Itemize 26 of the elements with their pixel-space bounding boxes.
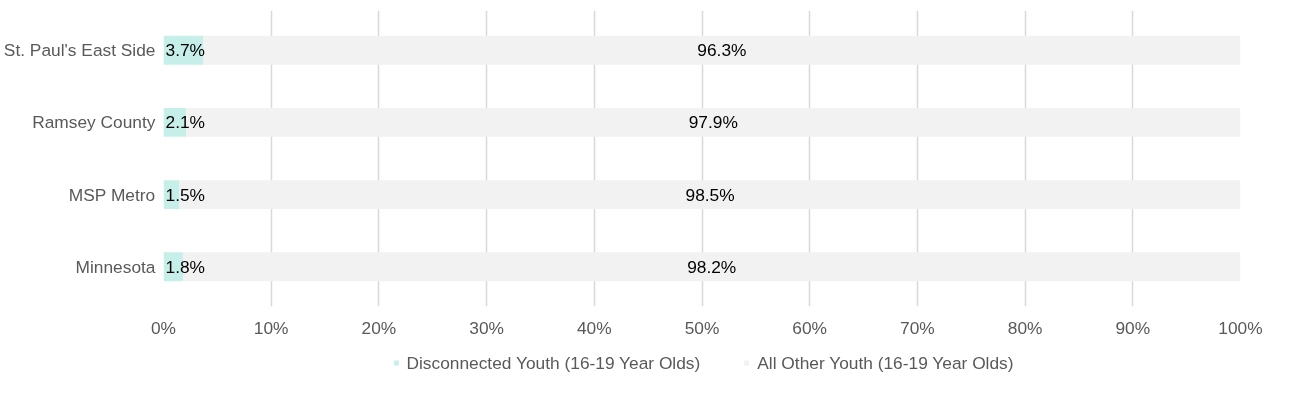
- y-tick-label: Ramsey County: [32, 112, 156, 133]
- data-label: 98.5%: [685, 184, 735, 205]
- data-label: 3.7%: [165, 40, 205, 61]
- x-tick-label: 0%: [150, 317, 177, 338]
- y-tick-label: St. Paul's East Side: [3, 40, 156, 61]
- data-label: 2.1%: [165, 112, 205, 133]
- legend-label: Disconnected Youth (16-19 Year Olds): [406, 352, 701, 373]
- x-tick-label: 80%: [1007, 317, 1043, 338]
- x-tick-label: 60%: [792, 317, 828, 338]
- legend-label: All Other Youth (16-19 Year Olds): [757, 352, 1014, 373]
- x-tick-label: 100%: [1218, 317, 1263, 338]
- bar: [203, 35, 1241, 65]
- y-tick-label: MSP Metro: [68, 184, 156, 205]
- data-label: 98.2%: [687, 256, 737, 277]
- x-tick-label: 30%: [469, 317, 504, 338]
- x-tick-label: 50%: [684, 317, 720, 338]
- x-tick-label: 70%: [900, 317, 935, 338]
- x-tick-label: 40%: [576, 317, 612, 338]
- y-tick-label: Minnesota: [75, 256, 156, 277]
- x-tick-label: 10%: [253, 317, 289, 338]
- data-label: 96.3%: [697, 40, 747, 61]
- data-label: 97.9%: [688, 112, 738, 133]
- x-tick-label: 20%: [361, 317, 397, 338]
- data-label: 1.5%: [165, 184, 205, 205]
- data-label: 1.8%: [165, 256, 205, 277]
- x-tick-label: 90%: [1115, 317, 1151, 338]
